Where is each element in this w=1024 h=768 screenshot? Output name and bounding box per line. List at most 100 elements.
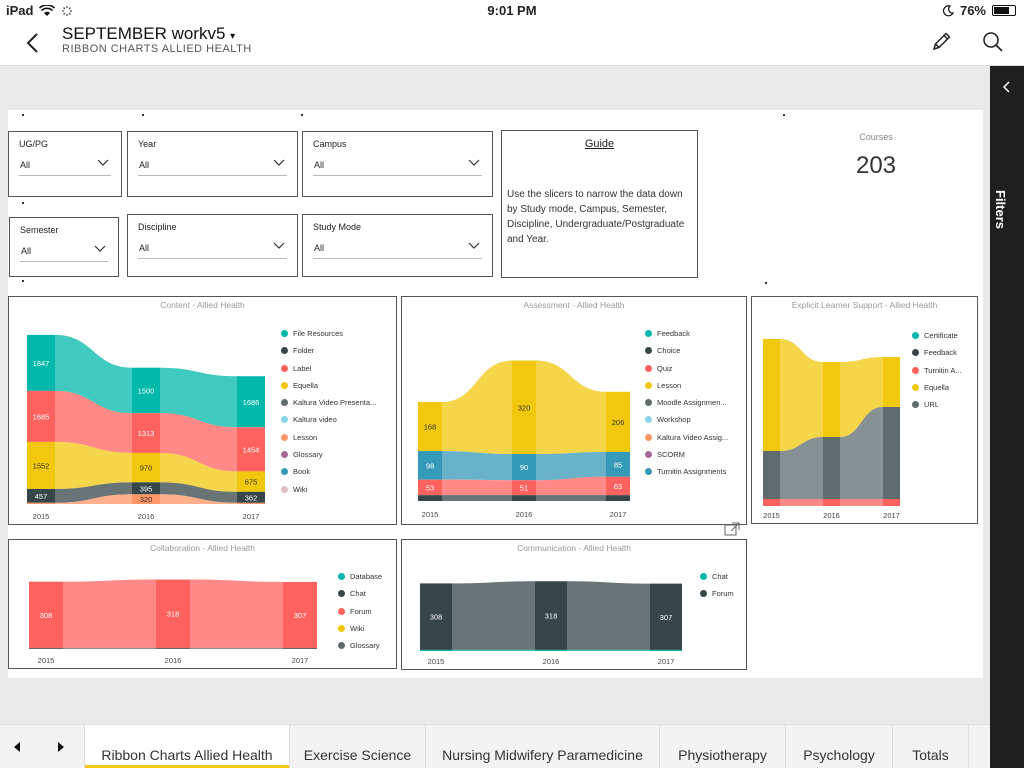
bar-chat xyxy=(535,649,567,651)
legend-swatch xyxy=(281,416,288,424)
legend-swatch xyxy=(338,607,345,615)
slicer-dropdown[interactable]: All xyxy=(138,154,287,176)
communication-ribbon-chart[interactable]: Communication - Allied Health 308 318 307 2… xyxy=(401,539,747,670)
wifi-icon xyxy=(39,4,56,16)
moon-icon xyxy=(942,4,954,16)
bar-quiz xyxy=(418,479,442,496)
ribbon-forum xyxy=(452,581,535,650)
pen-icon[interactable] xyxy=(928,29,954,55)
bar-file-resources xyxy=(237,376,265,428)
tab-totals[interactable]: Totals xyxy=(892,725,968,768)
legend-label: Forum xyxy=(712,589,734,599)
tab-nursing-midwifery-paramedicine[interactable]: Nursing Midwifery Paramedicine xyxy=(425,725,659,768)
chart-title: Explicit Learner Support - Allied Health xyxy=(791,300,938,310)
data-label: 1454 xyxy=(243,445,260,454)
guide-textbox: Guide Use the slicers to narrow the data… xyxy=(501,130,698,278)
ribbon-equella xyxy=(55,441,132,489)
ribbon-chat xyxy=(567,649,650,651)
bar-folder xyxy=(27,488,55,503)
tab-physiotherapy[interactable]: Physiotherapy xyxy=(659,725,785,768)
battery-icon xyxy=(992,5,1016,16)
data-label: 675 xyxy=(245,478,258,487)
tab-ribbon-charts-allied-health[interactable]: Ribbon Charts Allied Health xyxy=(84,725,289,768)
filters-pane-toggle[interactable]: Filters xyxy=(990,66,1024,768)
focus-mode-icon[interactable] xyxy=(724,522,740,536)
legend-swatch xyxy=(645,364,652,372)
x-tick-label: 2015 xyxy=(422,510,439,519)
bar-turnitin-a xyxy=(823,499,840,506)
slicer-value: All xyxy=(139,243,150,253)
bar-turnitin-assignments xyxy=(512,453,536,481)
resize-handle xyxy=(783,114,785,116)
card-label: Courses xyxy=(859,132,893,142)
tab-more[interactable] xyxy=(968,725,990,768)
legend-label: Kaltura video xyxy=(293,415,337,425)
learner-support-ribbon-chart[interactable]: Explicit Learner Support - Allied Health… xyxy=(751,296,978,524)
data-label: 320 xyxy=(140,495,153,504)
legend-label: Quiz xyxy=(657,363,673,373)
chart-plot: 308 318 307 2015 2016 2017 xyxy=(420,581,682,666)
legend-label: Feedback xyxy=(924,348,957,358)
resize-handle xyxy=(22,202,24,204)
legend-label: Kaltura Video Presenta... xyxy=(293,398,377,408)
tab-label: Psychology xyxy=(803,747,875,763)
slicer-discipline: Discipline All xyxy=(127,214,298,277)
legend-swatch xyxy=(281,451,288,459)
slicer-dropdown[interactable]: All xyxy=(20,240,108,262)
data-label: 1552 xyxy=(33,461,50,470)
page-subtitle: RIBBON CHARTS ALLIED HEALTH xyxy=(62,43,252,55)
report-canvas: UG/PG All Year All Campus All Semester A… xyxy=(8,110,983,678)
resize-handle xyxy=(22,280,24,282)
ribbon-label xyxy=(160,413,237,472)
content-ribbon-chart[interactable]: Content - Allied Health 1847 1500 1686 1685… xyxy=(8,296,397,525)
bar-choice xyxy=(512,495,536,501)
slicer-dropdown[interactable]: All xyxy=(138,237,287,259)
legend-swatch xyxy=(912,349,919,357)
chart-plot: 1847 1500 1686 1685 1313 1454 1552 970 675 457 395… xyxy=(27,334,265,521)
slicer-value: All xyxy=(314,243,325,253)
x-tick-label: 2016 xyxy=(516,510,533,519)
search-icon[interactable] xyxy=(980,29,1006,55)
slicer-dropdown[interactable]: All xyxy=(313,154,482,176)
collaboration-ribbon-chart[interactable]: Collaboration - Allied Health 308 318 307 2… xyxy=(8,539,397,669)
data-label: 53 xyxy=(426,483,434,492)
tab-exercise-science[interactable]: Exercise Science xyxy=(289,725,425,768)
x-tick-label: 2016 xyxy=(165,656,182,665)
ribbon-chat xyxy=(452,649,535,651)
slicer-dropdown[interactable]: All xyxy=(19,154,111,176)
slicer-label: Discipline xyxy=(138,222,177,232)
bar-chat xyxy=(420,649,452,651)
next-page-icon[interactable] xyxy=(56,741,66,753)
back-button[interactable] xyxy=(20,28,48,58)
legend-swatch xyxy=(645,468,652,476)
bar-folder xyxy=(237,491,265,503)
x-tick-label: 2017 xyxy=(292,656,309,665)
slicer-dropdown[interactable]: All xyxy=(313,237,482,259)
ribbon-quiz xyxy=(536,476,606,496)
chevron-down-icon: ▾ xyxy=(230,31,236,42)
legend-swatch xyxy=(338,590,345,598)
bar-lesson xyxy=(512,360,536,454)
activity-icon xyxy=(62,5,73,16)
device-label: iPad xyxy=(6,3,34,18)
legend-label: Feedback xyxy=(657,329,690,338)
x-tick-label: 2016 xyxy=(138,512,155,521)
slicer-label: UG/PG xyxy=(19,139,49,149)
prev-page-icon[interactable] xyxy=(12,741,22,753)
data-label: 90 xyxy=(520,463,528,472)
bar-lesson xyxy=(606,391,630,452)
chevron-left-icon xyxy=(1002,81,1010,93)
bar-url xyxy=(763,451,780,499)
legend-swatch xyxy=(912,332,919,339)
report-title-dropdown[interactable]: SEPTEMBER workv5 ▾ xyxy=(62,24,235,44)
slicer-semester: Semester All xyxy=(9,217,119,277)
ribbon-choice xyxy=(536,495,606,501)
legend-swatch xyxy=(645,330,652,337)
assessment-ribbon-chart[interactable]: Assessment - Allied Health 168 320 206 98 90… xyxy=(401,296,747,525)
tab-psychology[interactable]: Psychology xyxy=(785,725,892,768)
data-label: 168 xyxy=(424,423,437,432)
chart-title: Collaboration - Allied Health xyxy=(150,543,255,553)
x-tick-label: 2016 xyxy=(543,657,560,666)
bar-quiz xyxy=(512,480,536,496)
